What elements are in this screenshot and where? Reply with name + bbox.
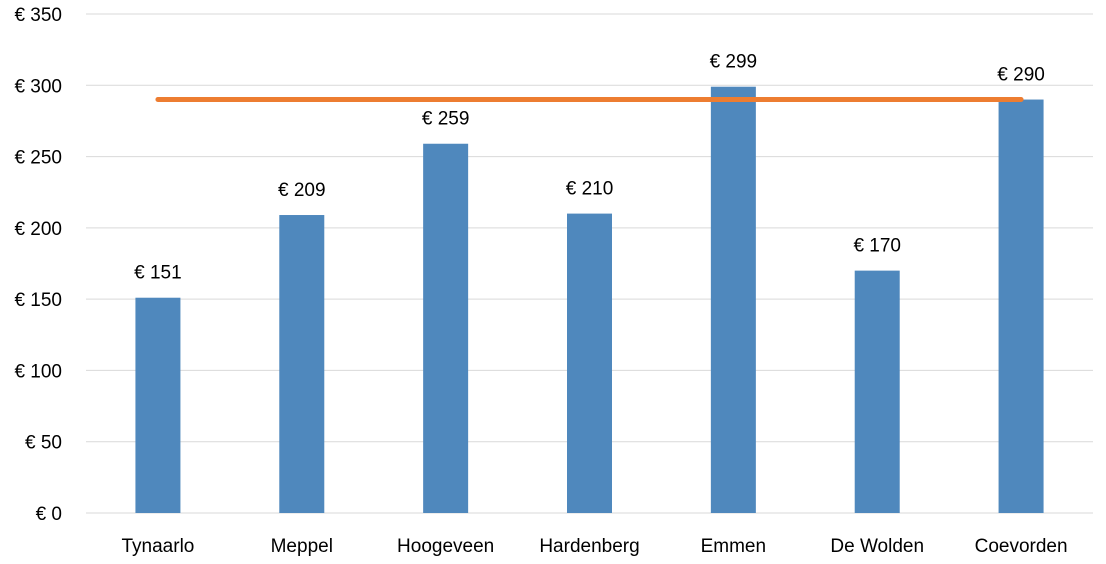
bar-emmen <box>710 86 756 513</box>
x-category-label: Tynaarlo <box>121 536 194 557</box>
data-labels: € 151 € 209 € 259 € 210 € 299 € 170 € 290 <box>134 52 1045 284</box>
data-label: € 151 <box>134 263 182 284</box>
x-category-label: Emmen <box>701 536 766 557</box>
x-category-label: Coevorden <box>975 536 1068 557</box>
bars <box>135 86 1044 514</box>
data-label: € 170 <box>853 236 901 257</box>
data-label: € 290 <box>997 65 1045 86</box>
x-category-label: Hardenberg <box>539 536 639 557</box>
bar-meppel <box>279 215 325 514</box>
y-tick-label: € 250 <box>14 148 62 169</box>
data-label: € 299 <box>710 52 758 73</box>
y-tick-label: € 50 <box>25 433 62 454</box>
x-axis-category-labels: Tynaarlo Meppel Hoogeveen Hardenberg Emmen De… <box>121 536 1067 557</box>
x-category-label: Hoogeveen <box>397 536 494 557</box>
data-label: € 209 <box>278 180 326 201</box>
y-tick-label: € 0 <box>36 504 62 525</box>
bar-coevorden <box>998 99 1044 514</box>
bar-tynaarlo <box>135 297 181 513</box>
y-tick-label: € 100 <box>14 361 62 382</box>
y-tick-label: € 350 <box>14 5 62 26</box>
bar-de-wolden <box>854 270 900 513</box>
data-label: € 210 <box>566 179 614 200</box>
y-axis-tick-labels: € 0 € 50 € 100 € 150 € 200 € 250 € 300 € 350 <box>14 5 62 525</box>
bar-hoogeveen <box>423 143 469 514</box>
y-tick-label: € 200 <box>14 219 62 240</box>
x-category-label: De Wolden <box>830 536 924 557</box>
x-category-label: Meppel <box>271 536 333 557</box>
y-tick-label: € 150 <box>14 290 62 311</box>
y-tick-label: € 300 <box>14 76 62 97</box>
data-label: € 259 <box>422 109 470 130</box>
bar-hardenberg <box>567 213 612 513</box>
